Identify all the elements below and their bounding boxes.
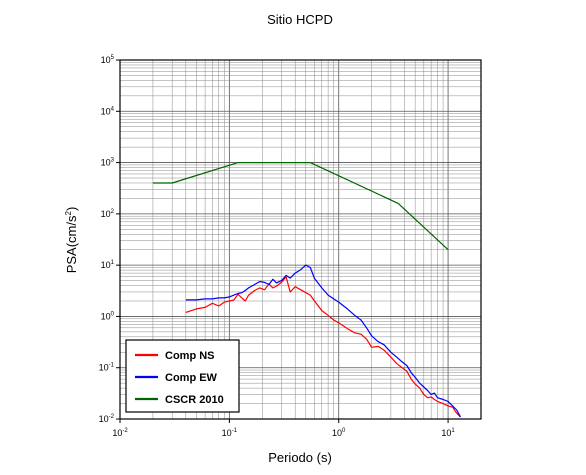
- y-tick-label: 10-1: [99, 363, 115, 373]
- legend-label: Comp NS: [165, 350, 215, 362]
- legend-label: CSCR 2010: [165, 394, 224, 406]
- x-tick-label: 100: [332, 428, 346, 438]
- y-tick-label: 103: [101, 158, 115, 168]
- series-line-3: [152, 162, 449, 251]
- series-line-1: [185, 276, 461, 418]
- x-tick-label: 10-2: [112, 428, 128, 438]
- y-tick-label: 100: [101, 311, 115, 321]
- y-tick-label: 10-2: [99, 414, 115, 424]
- chart-title: Sitio HCPD: [267, 12, 333, 27]
- legend-label: Comp EW: [165, 372, 218, 384]
- y-tick-label: 104: [101, 106, 115, 116]
- y-axis-label-base: PSA(cm/s: [64, 215, 79, 273]
- series-layer: [152, 162, 462, 418]
- plot-frame: [119, 59, 482, 420]
- y-axis-label: PSA(cm/s2): [64, 207, 79, 274]
- legend: Comp NS Comp EW CSCR 2010: [125, 339, 240, 413]
- y-tick-label: 101: [101, 260, 115, 270]
- grid-lines: [120, 60, 481, 419]
- x-tick-label: 10-1: [222, 428, 238, 438]
- x-axis-label: Periodo (s): [268, 450, 332, 465]
- y-axis-label-tail: ): [64, 207, 79, 211]
- y-axis-label-sup: 2: [64, 211, 73, 216]
- series-line-2: [185, 264, 462, 418]
- x-tick-label: 101: [441, 428, 455, 438]
- y-tick-label: 105: [101, 55, 115, 65]
- axis-ticks: 10-2 10-1 100 101 10-2 10-1 100 101 102 103 104 105: [99, 55, 456, 438]
- y-tick-label: 102: [101, 209, 115, 219]
